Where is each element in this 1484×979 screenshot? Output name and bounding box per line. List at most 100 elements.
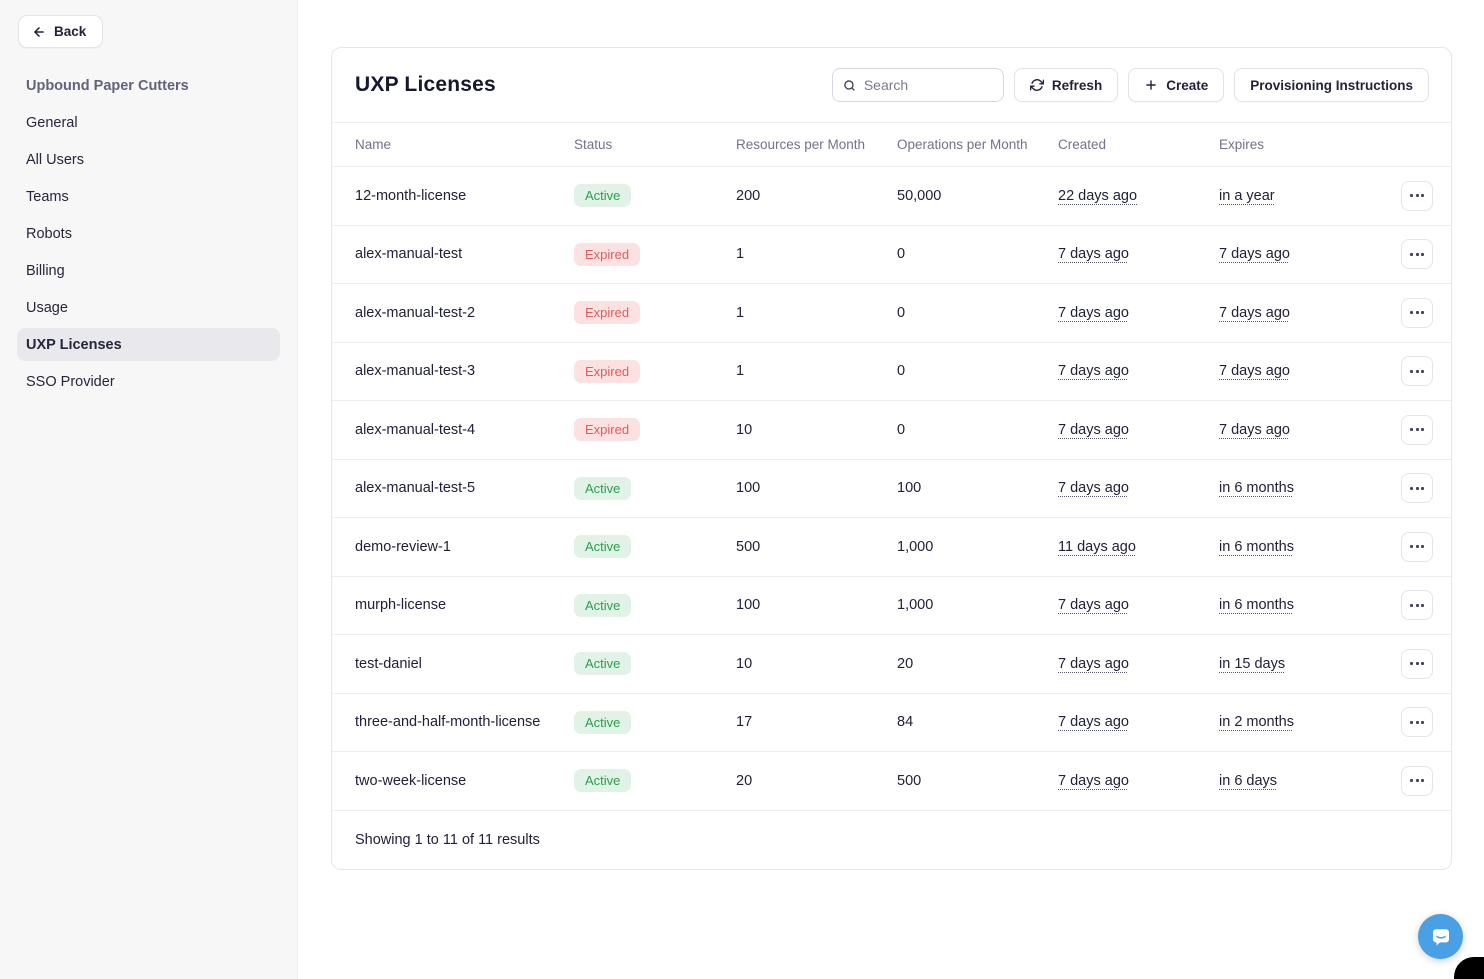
sidebar-item-all-users[interactable]: All Users (17, 143, 280, 176)
sidebar-item-uxp-licenses[interactable]: UXP Licenses (17, 328, 280, 361)
search-box[interactable] (831, 68, 1004, 102)
row-actions-button[interactable] (1401, 531, 1433, 562)
license-name-cell: alex-manual-test-2 (355, 304, 476, 321)
operations-per-month-cell: 100 (897, 480, 922, 497)
expires-cell: 7 days ago (1219, 305, 1387, 321)
table-row: 12-month-license Active 200 50,000 22 days a… (332, 167, 1451, 226)
create-button[interactable]: Create (1128, 68, 1225, 102)
search-input[interactable] (863, 77, 993, 93)
actions-cell (1387, 531, 1433, 562)
created-value: 7 days ago (1058, 246, 1129, 263)
created-cell: 7 days ago (1058, 363, 1219, 379)
expires-cell: in a year (1219, 188, 1387, 204)
status-badge: Expired (574, 418, 641, 442)
sidebar-item-sso-provider[interactable]: SSO Provider (17, 365, 280, 398)
status-badge: Active (574, 593, 632, 617)
card-header: UXP Licenses Refresh Create Provisioning… (332, 48, 1451, 123)
status-badge: Active (574, 710, 632, 734)
operations-per-month-cell: 0 (897, 304, 906, 321)
expires-cell: in 6 months (1219, 480, 1387, 496)
license-name-cell: two-week-license (355, 772, 467, 789)
operations-per-month-cell: 500 (897, 772, 922, 789)
sidebar-item-usage[interactable]: Usage (17, 291, 280, 324)
arrow-left-icon (34, 26, 44, 37)
ellipsis-icon (1421, 486, 1424, 490)
ellipsis-icon (1415, 779, 1419, 783)
status-cell: Active (574, 652, 736, 676)
license-name-cell: alex-manual-test (355, 246, 463, 263)
row-actions-button[interactable] (1401, 180, 1433, 211)
expires-value: in 15 days (1219, 655, 1286, 672)
expires-value: in 6 months (1219, 538, 1294, 555)
column-header-resources-per-month: Resources per Month (736, 137, 866, 152)
actions-cell (1387, 180, 1433, 211)
column-header-status: Status (574, 137, 613, 152)
expires-cell: 7 days ago (1219, 246, 1387, 262)
ellipsis-icon (1415, 486, 1419, 490)
resources-per-month-cell: 17 (736, 714, 753, 731)
sidebar-item-general[interactable]: General (17, 106, 280, 139)
provisioning-instructions-button[interactable]: Provisioning Instructions (1234, 68, 1429, 102)
expires-value: in 6 months (1219, 597, 1294, 614)
expires-value: in a year (1219, 187, 1275, 204)
refresh-button[interactable]: Refresh (1013, 68, 1119, 102)
resources-per-month-cell: 500 (736, 538, 761, 555)
status-cell: Active (574, 184, 736, 208)
status-badge: Active (574, 184, 632, 208)
expires-cell: in 6 days (1219, 773, 1387, 789)
row-actions-button[interactable] (1401, 239, 1433, 270)
ellipsis-icon (1415, 545, 1419, 549)
column-header-name: Name (355, 137, 392, 152)
table-row: murph-license Active 100 1,000 7 days ago in … (332, 577, 1451, 635)
status-badge: Active (574, 652, 632, 676)
sidebar-item-robots[interactable]: Robots (17, 217, 280, 250)
row-actions-button[interactable] (1401, 648, 1433, 679)
ellipsis-icon (1421, 311, 1424, 315)
row-actions-button[interactable] (1401, 297, 1433, 328)
license-name-cell: three-and-half-month-license (355, 714, 541, 731)
toolbar: Refresh Create Provisioning Instructions (831, 68, 1429, 102)
plus-icon (1146, 80, 1156, 90)
sidebar-item-label: Robots (26, 225, 72, 242)
row-actions-button[interactable] (1401, 356, 1433, 387)
license-name-cell: 12-month-license (355, 187, 467, 204)
table-body: 12-month-license Active 200 50,000 22 days a… (332, 167, 1451, 811)
table-row: alex-manual-test-3 Expired 1 0 7 days ago 7 d… (332, 343, 1451, 401)
ellipsis-icon (1415, 311, 1419, 315)
row-actions-button[interactable] (1401, 473, 1433, 504)
sidebar-item-label: Billing (26, 262, 65, 279)
row-actions-button[interactable] (1401, 590, 1433, 621)
status-cell: Expired (574, 301, 736, 325)
row-actions-button[interactable] (1401, 414, 1433, 445)
ellipsis-icon (1415, 720, 1419, 724)
created-value: 7 days ago (1058, 363, 1129, 380)
chat-launcher-button[interactable] (1418, 914, 1463, 959)
ellipsis-icon (1410, 486, 1413, 490)
created-cell: 7 days ago (1058, 422, 1219, 438)
table-row: alex-manual-test-2 Expired 1 0 7 days ago 7 d… (332, 284, 1451, 343)
created-value: 7 days ago (1058, 421, 1129, 438)
row-actions-button[interactable] (1401, 707, 1433, 738)
expires-cell: 7 days ago (1219, 422, 1387, 438)
ellipsis-icon (1410, 311, 1413, 315)
sidebar-item-billing[interactable]: Billing (17, 254, 280, 287)
actions-cell (1387, 707, 1433, 738)
actions-cell (1387, 356, 1433, 387)
screen-corner-artifact (1454, 957, 1484, 979)
license-name-cell: test-daniel (355, 655, 422, 672)
row-actions-button[interactable] (1401, 765, 1433, 796)
ellipsis-icon (1415, 662, 1419, 666)
sidebar-item-label: General (26, 114, 78, 131)
sidebar-item-teams[interactable]: Teams (17, 180, 280, 213)
table-row: two-week-license Active 20 500 7 days ago in … (332, 752, 1451, 811)
created-value: 7 days ago (1058, 597, 1129, 614)
status-badge: Expired (574, 242, 641, 266)
resources-per-month-cell: 200 (736, 187, 761, 204)
sidebar-item-label: UXP Licenses (26, 336, 122, 353)
ellipsis-icon (1421, 662, 1424, 666)
ellipsis-icon (1421, 428, 1424, 432)
actions-cell (1387, 239, 1433, 270)
back-button[interactable]: Back (18, 15, 104, 48)
expires-value: 7 days ago (1219, 363, 1290, 380)
status-cell: Active (574, 535, 736, 559)
